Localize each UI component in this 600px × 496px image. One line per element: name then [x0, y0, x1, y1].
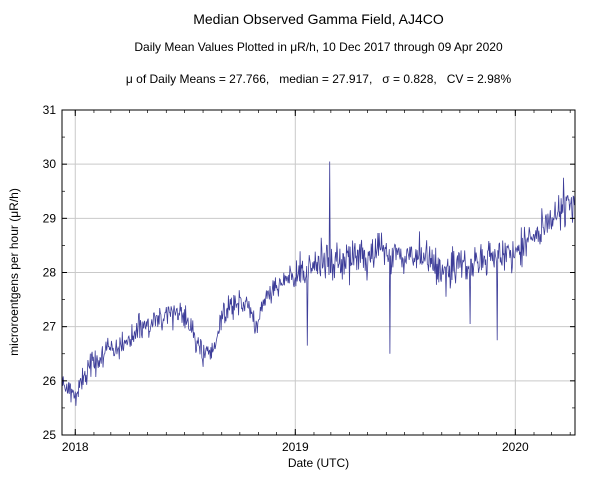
x-tick-label: 2020: [502, 440, 529, 454]
chart-title: Median Observed Gamma Field, AJ4CO: [193, 11, 444, 27]
x-axis-label: Date (UTC): [287, 456, 350, 470]
y-tick-label: 28: [43, 266, 57, 280]
y-tick-label: 25: [43, 428, 57, 442]
chart-stats-line: μ of Daily Means = 27.766, median = 27.9…: [125, 72, 512, 86]
y-tick-label: 30: [43, 157, 57, 171]
y-tick-label: 31: [43, 103, 57, 117]
chart-subtitle: Daily Mean Values Plotted in μR/h, 10 De…: [134, 40, 503, 54]
series-line: [61, 161, 576, 406]
x-tick-label: 2019: [282, 440, 309, 454]
y-tick-label: 26: [43, 374, 57, 388]
y-tick-label: 29: [43, 211, 57, 225]
x-tick-label: 2018: [62, 440, 89, 454]
y-tick-label: 27: [43, 320, 57, 334]
